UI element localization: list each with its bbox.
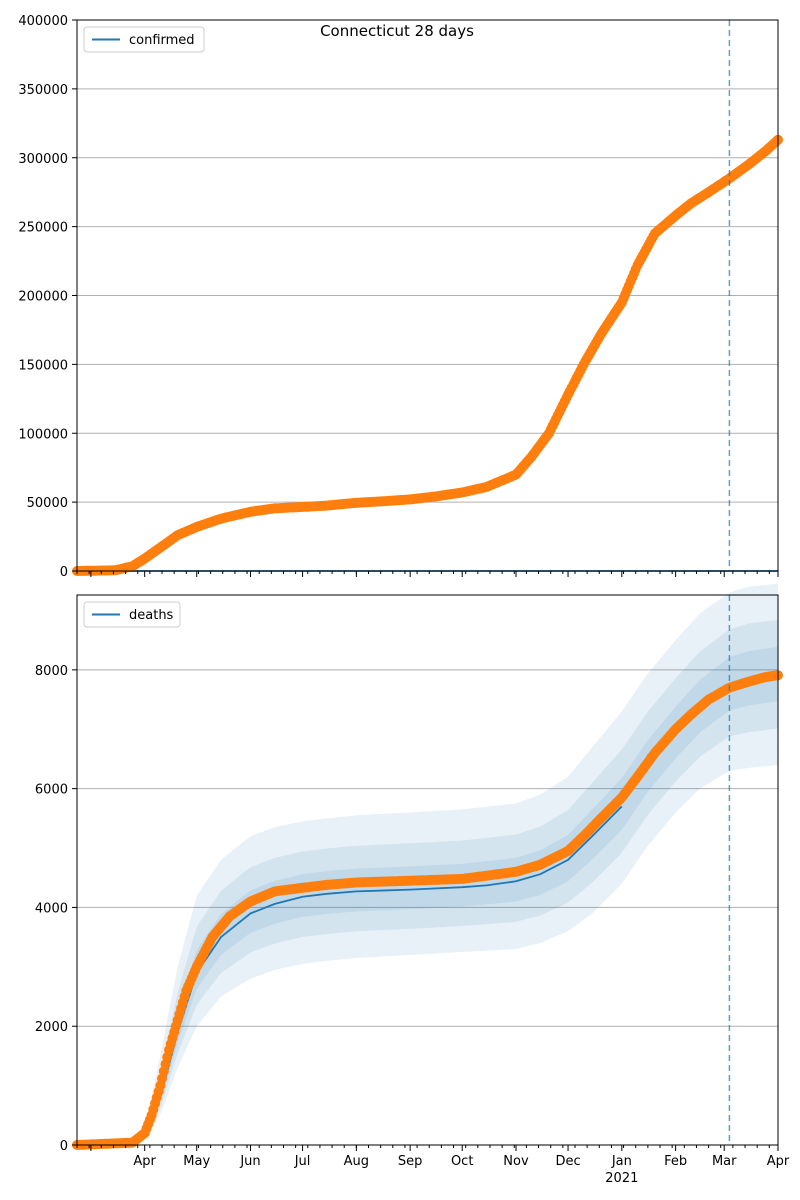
y-tick-label: 400000 — [18, 14, 68, 29]
figure-title: Connecticut 28 days — [320, 22, 474, 40]
legend-box — [83, 26, 205, 53]
observed-points — [72, 670, 783, 1150]
x-tick-label: Feb — [664, 1154, 687, 1169]
x-year-label: 2021 — [605, 1171, 638, 1186]
x-tick-label: Aug — [344, 1154, 369, 1169]
y-tick-label: 0 — [60, 1139, 68, 1154]
x-tick-label: Jul — [294, 1154, 311, 1169]
y-tick-label: 300000 — [18, 152, 68, 167]
y-tick-label: 350000 — [18, 83, 68, 98]
y-tick-label: 100000 — [18, 427, 68, 442]
uncertainty-band-3 — [77, 646, 778, 1145]
x-tick-label: Oct — [451, 1154, 473, 1169]
legend-label: confirmed — [129, 33, 195, 48]
legend: confirmed — [83, 26, 205, 53]
x-tick-label: Jun — [239, 1154, 260, 1169]
y-tick-label: 150000 — [18, 358, 68, 373]
uncertainty-band-1 — [77, 583, 778, 1145]
observed-points — [72, 134, 783, 576]
confirmed-panel: 0 50000 100000 150000 200000 250000 300000 3500… — [18, 14, 783, 580]
axes-frame — [76, 594, 779, 1146]
y-tick-label: 50000 — [27, 496, 68, 511]
x-tick-label: Apr — [133, 1154, 156, 1169]
x-tick-label: Nov — [503, 1154, 529, 1169]
legend: deaths — [83, 601, 181, 628]
legend-label: deaths — [129, 608, 174, 623]
y-tick-label: 2000 — [35, 1020, 68, 1035]
y-tick-label: 250000 — [18, 221, 68, 236]
y-tick-label: 8000 — [35, 664, 68, 679]
x-tick-label: Mar — [712, 1154, 737, 1169]
deaths-panel: 0 2000 4000 6000 8000 Apr May Jun Jul Aug Sep Oct No… — [35, 583, 790, 1186]
y-tick-label: 4000 — [35, 901, 68, 916]
x-tick-label: May — [183, 1154, 210, 1169]
x-tick-label: Sep — [398, 1154, 423, 1169]
y-tick-label: 200000 — [18, 290, 68, 305]
x-tick-label: Dec — [555, 1154, 580, 1169]
x-tick-label: Jan — [611, 1154, 632, 1169]
y-tick-label: 0 — [60, 565, 68, 580]
y-tick-label: 6000 — [35, 783, 68, 798]
legend-box — [83, 601, 181, 628]
x-tick-label: Apr — [767, 1154, 790, 1169]
